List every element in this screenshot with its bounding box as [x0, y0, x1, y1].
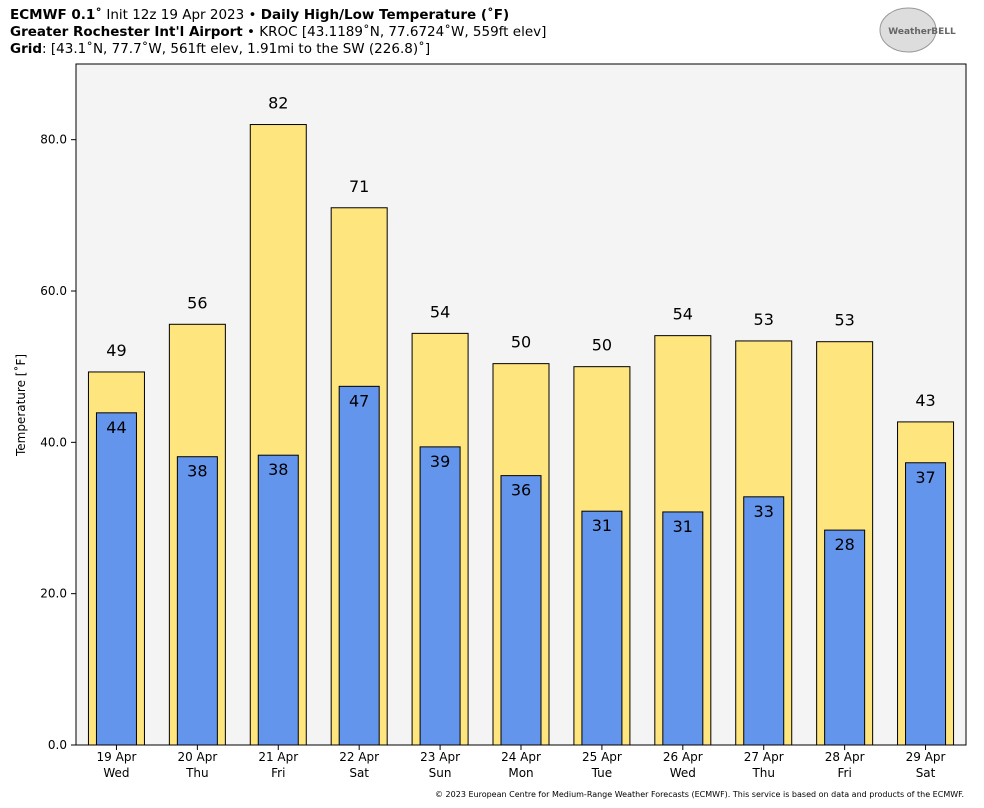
x-tick-label: 24 Apr: [501, 750, 541, 764]
bar: [95, 412, 137, 746]
header-text: : [43.1˚N, 77.7˚W, 561ft elev, 1.91mi to…: [42, 40, 430, 57]
bar: [743, 496, 785, 746]
x-tick-label: 25 Apr: [582, 750, 622, 764]
value-label: 38: [187, 462, 207, 481]
header-line: ECMWF 0.1˚ Init 12z 19 Apr 2023 • Daily …: [10, 6, 509, 23]
value-label: 28: [834, 535, 854, 554]
value-label: 36: [511, 481, 531, 500]
x-tick-label: 19 Apr: [97, 750, 137, 764]
header-text: Daily High/Low Temperature (˚F): [261, 6, 509, 23]
value-label: 47: [349, 391, 369, 410]
x-tick-label: Sat: [916, 766, 936, 780]
y-tick-label: 60.0: [40, 284, 67, 298]
bar: [905, 462, 947, 746]
bar: [581, 510, 623, 746]
value-label: 33: [754, 502, 774, 521]
x-tick-label: 21 Apr: [258, 750, 298, 764]
y-tick-label: 40.0: [40, 435, 67, 449]
value-label: 44: [106, 418, 126, 437]
x-tick-label: 29 Apr: [906, 750, 946, 764]
logo-shape: [879, 7, 937, 53]
x-tick-label: 26 Apr: [663, 750, 703, 764]
x-tick-label: 20 Apr: [177, 750, 217, 764]
x-tick-label: Thu: [185, 766, 209, 780]
y-axis-label: Temperature [˚F]: [13, 354, 28, 457]
x-tick-label: Tue: [591, 766, 613, 780]
bar: [824, 529, 866, 746]
value-label: 31: [673, 517, 693, 536]
bar: [500, 475, 542, 746]
bar: [338, 385, 380, 746]
header-text: • KROC [43.1189˚N, 77.6724˚W, 559ft elev…: [243, 23, 547, 40]
value-label: 71: [349, 177, 369, 196]
value-label: 49: [106, 341, 126, 360]
x-tick-label: 28 Apr: [825, 750, 865, 764]
y-tick-label: 20.0: [40, 587, 67, 601]
header-line: Greater Rochester Int'l Airport • KROC […: [10, 23, 546, 40]
x-tick-label: Thu: [751, 766, 775, 780]
value-label: 31: [592, 516, 612, 535]
footer: © 2023 European Centre for Medium-Range …: [435, 790, 964, 799]
x-tick-label: Mon: [508, 766, 533, 780]
bar: [257, 454, 299, 746]
y-tick-label: 0.0: [48, 738, 67, 752]
bar: [176, 456, 218, 746]
x-tick-label: Sat: [349, 766, 369, 780]
logo-text: WeatherBELL: [888, 27, 956, 37]
x-tick-label: Wed: [670, 766, 696, 780]
header-text: Grid: [10, 41, 42, 57]
header-text: Greater Rochester Int'l Airport: [10, 24, 243, 40]
x-tick-label: Sun: [429, 766, 452, 780]
value-label: 54: [673, 305, 693, 324]
value-label: 82: [268, 94, 288, 113]
x-tick-label: 22 Apr: [339, 750, 379, 764]
bar: [662, 511, 704, 746]
value-label: 53: [834, 311, 854, 330]
header-text: Init 12z 19 Apr 2023 •: [102, 7, 261, 23]
x-tick-label: 27 Apr: [744, 750, 784, 764]
value-label: 43: [915, 391, 935, 410]
value-label: 38: [268, 460, 288, 479]
logo: WeatherBELL: [879, 7, 956, 53]
x-tick-label: Wed: [103, 766, 129, 780]
value-label: 53: [754, 310, 774, 329]
value-label: 39: [430, 452, 450, 471]
x-tick-label: Fri: [271, 766, 285, 780]
x-tick-label: 23 Apr: [420, 750, 460, 764]
value-label: 50: [511, 333, 531, 352]
bar: [419, 446, 461, 746]
header-line: Grid: [43.1˚N, 77.7˚W, 561ft elev, 1.91m…: [10, 40, 430, 57]
value-label: 37: [915, 468, 935, 487]
y-tick-label: 80.0: [40, 133, 67, 147]
value-label: 54: [430, 302, 450, 321]
x-tick-label: Fri: [837, 766, 851, 780]
header-text: ECMWF 0.1˚: [10, 6, 102, 23]
value-label: 56: [187, 293, 207, 312]
value-label: 50: [592, 336, 612, 355]
